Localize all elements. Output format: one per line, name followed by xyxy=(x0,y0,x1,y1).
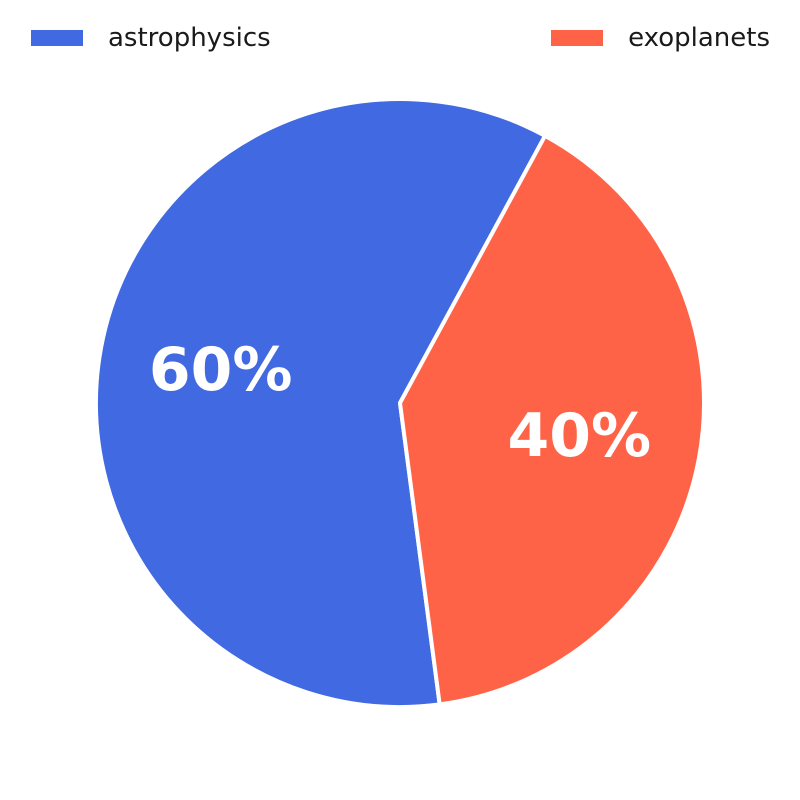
legend-label-astrophysics: astrophysics xyxy=(108,23,271,53)
pie-slice-exoplanets xyxy=(398,133,706,707)
pie-slice-astrophysics xyxy=(94,97,548,709)
legend-item-exoplanets: exoplanets xyxy=(551,22,770,54)
legend-label-exoplanets: exoplanets xyxy=(628,23,770,53)
slice-label-exoplanets: 40% xyxy=(508,401,652,471)
legend-swatch-astrophysics xyxy=(31,30,83,46)
slice-label-astrophysics: 60% xyxy=(149,335,293,405)
legend: astrophysics exoplanets xyxy=(0,22,800,54)
legend-swatch-exoplanets xyxy=(551,30,604,46)
legend-item-astrophysics: astrophysics xyxy=(31,22,271,54)
